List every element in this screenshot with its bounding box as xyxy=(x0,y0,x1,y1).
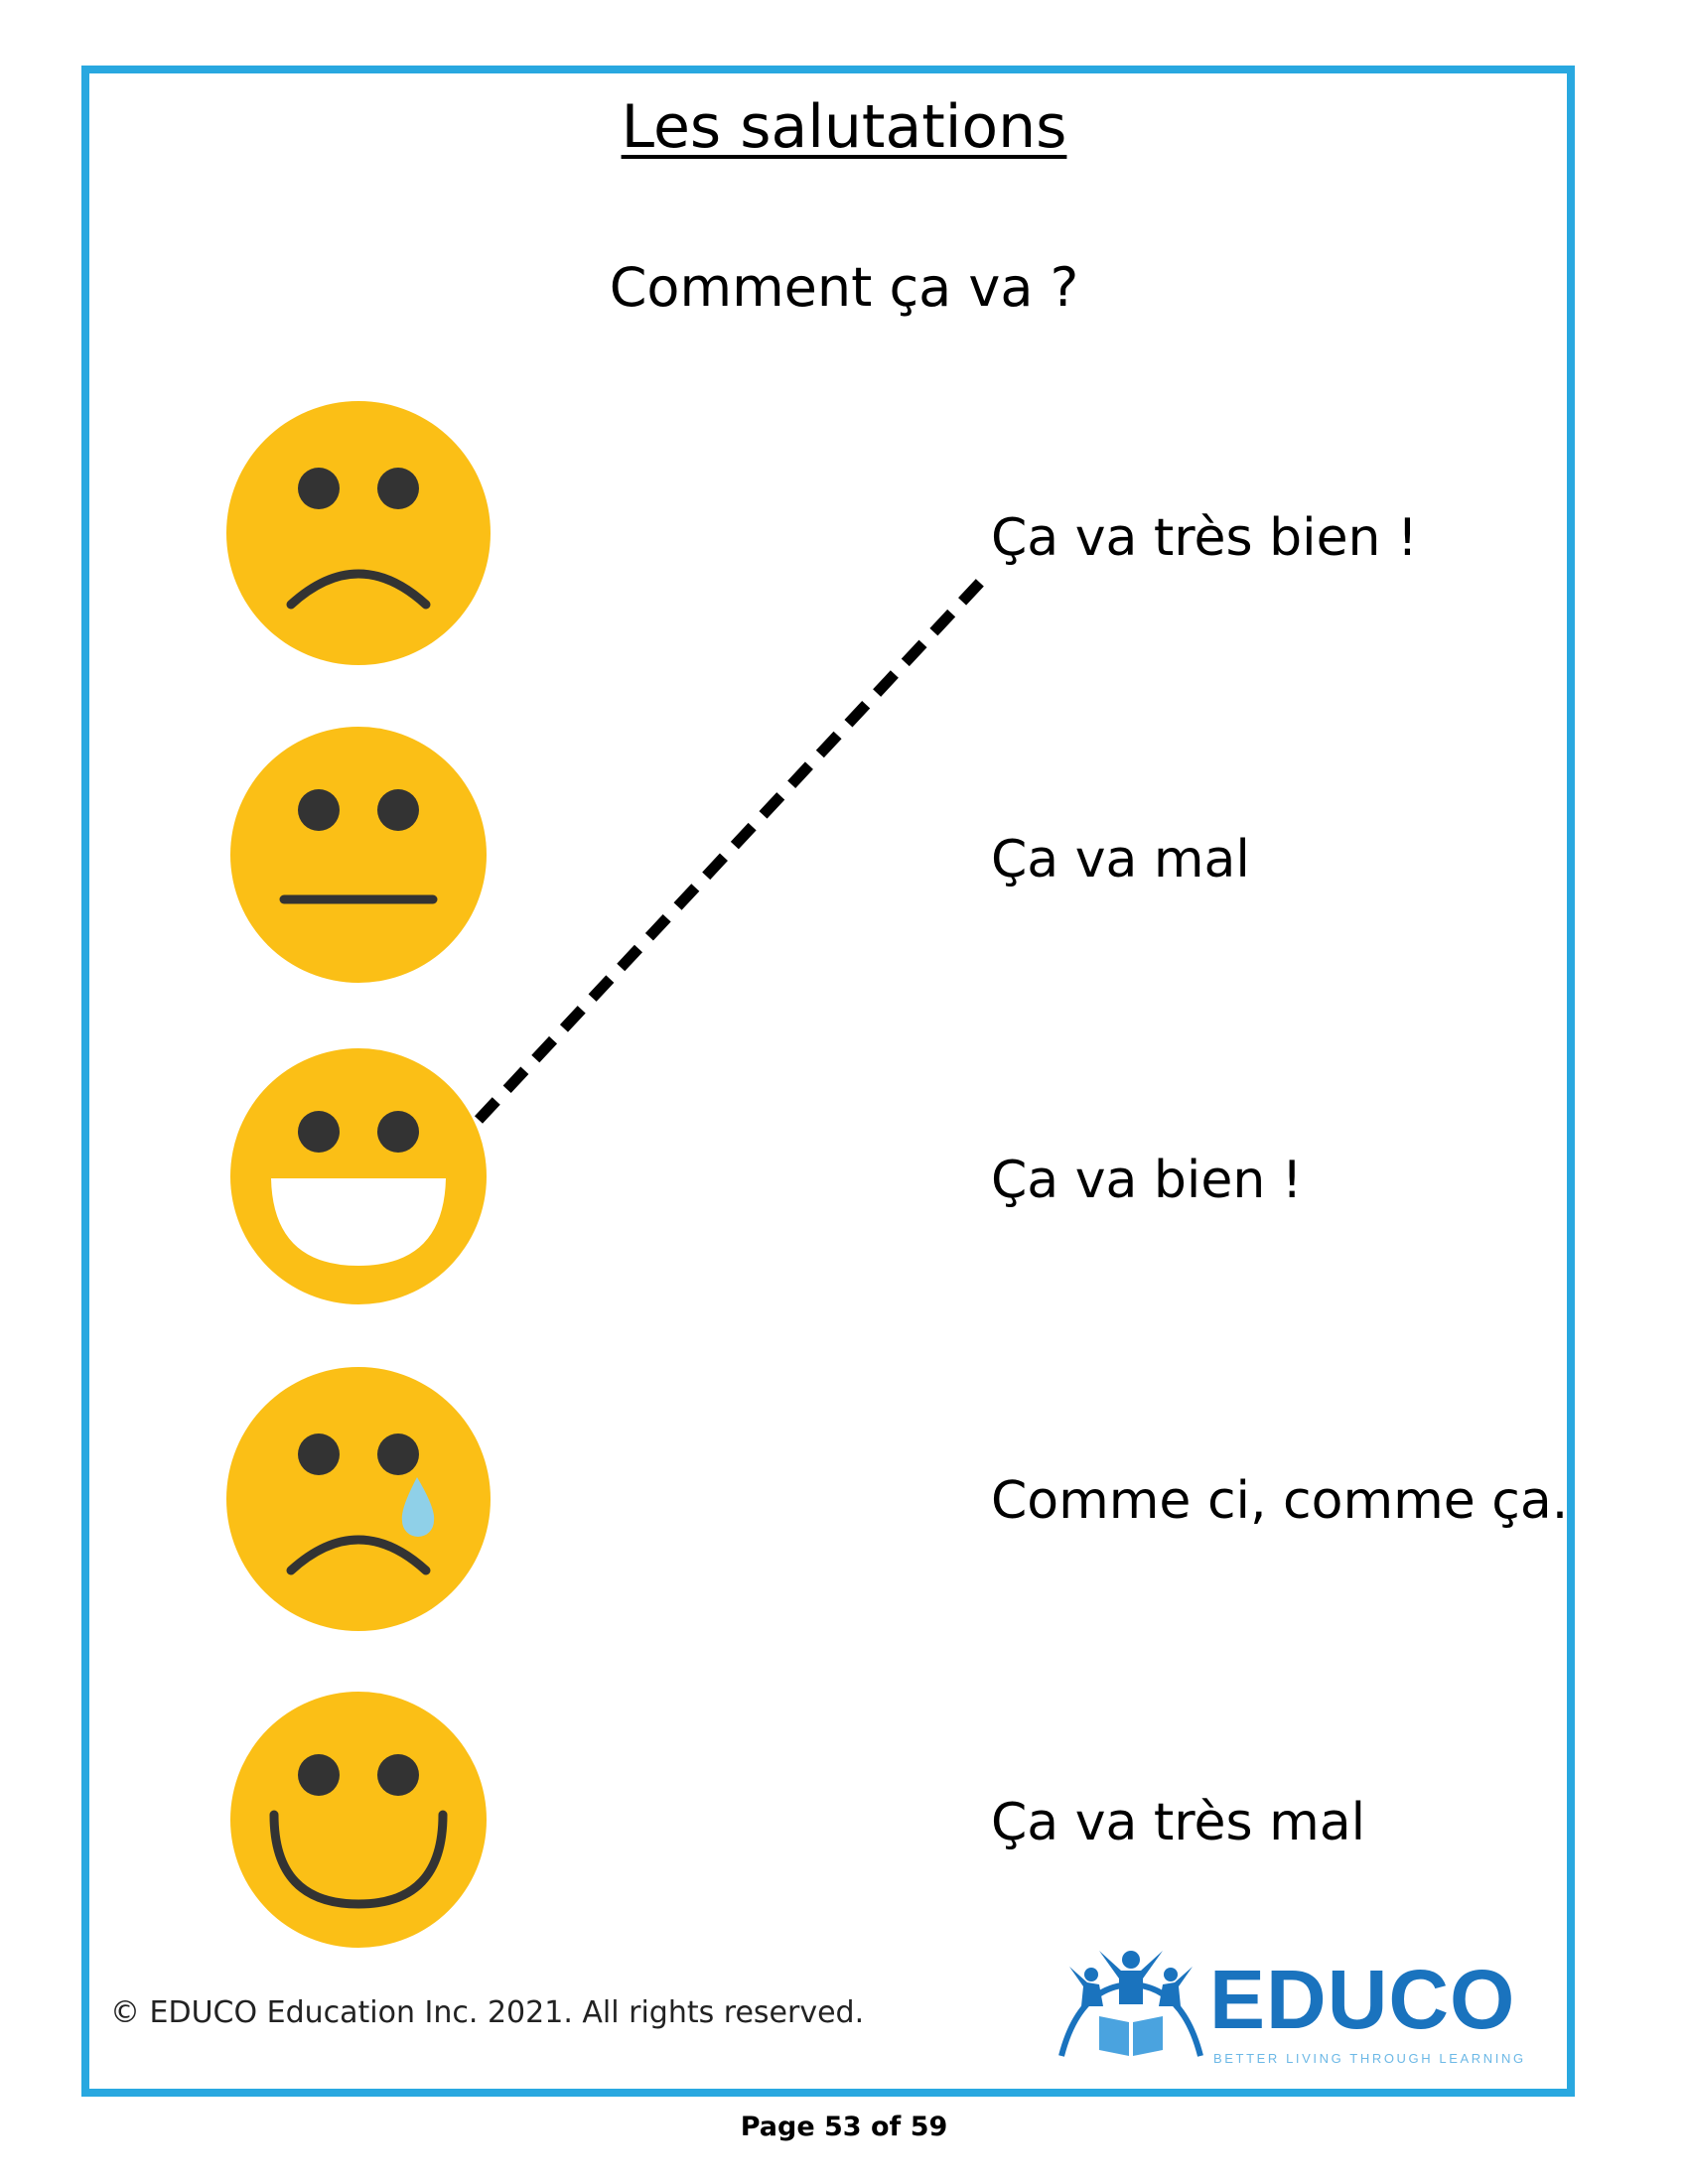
smiling-face-icon xyxy=(230,1692,487,1948)
page-border xyxy=(81,66,1575,2097)
question: Comment ça va ? xyxy=(609,256,1079,319)
logo-wordmark: EDUCO xyxy=(1209,1953,1516,2046)
answer-option: Ça va très bien ! xyxy=(991,508,1418,568)
sad-face-icon xyxy=(226,401,491,665)
answer-option: Ça va bien ! xyxy=(991,1151,1303,1210)
answer-option: Comme ci, comme ça. xyxy=(991,1471,1569,1531)
laughing-face-icon xyxy=(230,1048,487,1304)
copyright-notice: © EDUCO Education Inc. 2021. All rights … xyxy=(110,1995,865,2030)
example-match-line xyxy=(474,568,995,1124)
logo-tagline: BETTER LIVING THROUGH LEARNING xyxy=(1213,2051,1526,2066)
answer-option: Ça va très mal xyxy=(991,1793,1366,1852)
neutral-face-icon xyxy=(230,727,487,983)
educo-logo-icon xyxy=(1058,1951,1203,2057)
page-title: Les salutations xyxy=(621,92,1067,162)
page-number: Page 53 of 59 xyxy=(740,2112,948,2142)
answer-option: Ça va mal xyxy=(991,830,1250,889)
crying-face-icon xyxy=(226,1367,491,1631)
